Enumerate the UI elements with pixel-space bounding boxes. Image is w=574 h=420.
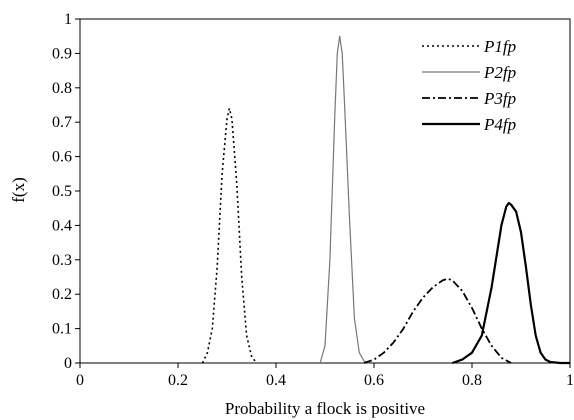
x-tick-label: 0.4 <box>266 372 286 389</box>
series-line-p1fp <box>201 107 258 364</box>
legend-label-p4fp: P4fp <box>483 115 516 134</box>
legend-label-p2fp: P2fp <box>483 63 516 82</box>
series-line-p4fp <box>452 201 570 365</box>
series-layer <box>201 35 570 365</box>
x-axis-title: Probability a flock is positive <box>225 399 425 418</box>
x-tick-label: 0.2 <box>168 372 188 389</box>
y-tick-label: 0.9 <box>52 45 72 62</box>
x-tick-label: 0.8 <box>462 372 482 389</box>
x-tick-label: 0.6 <box>364 372 384 389</box>
series-line-p3fp <box>363 277 512 364</box>
y-axis-title: f(x) <box>9 177 28 202</box>
y-tick-label: 1 <box>64 11 72 28</box>
y-tick-label: 0.4 <box>52 217 72 234</box>
legend-label-p1fp: P1fp <box>483 37 516 56</box>
y-tick-label: 0.6 <box>52 149 72 166</box>
legend-label-p3fp: P3fp <box>483 89 516 108</box>
y-tick-label: 0.1 <box>52 321 72 338</box>
y-tick-label: 0.5 <box>52 183 72 200</box>
series-line-p2fp <box>319 35 370 364</box>
y-tick-label: 0.7 <box>52 114 72 131</box>
x-tick-label: 1 <box>566 372 574 389</box>
y-tick-label: 0.8 <box>52 80 72 97</box>
legend: P1fp P2fp P3fp P4fp <box>422 37 516 134</box>
y-tick-label: 0 <box>64 355 72 372</box>
y-tick-label: 0.3 <box>52 252 72 269</box>
axes-layer: 0 0.1 0.2 0.3 0.4 0.5 0.6 0.7 0.8 0.9 1 0 0.2 0.4 0.6 0… <box>52 11 574 389</box>
y-tick-label: 0.2 <box>52 286 72 303</box>
x-tick-label: 0 <box>76 372 84 389</box>
